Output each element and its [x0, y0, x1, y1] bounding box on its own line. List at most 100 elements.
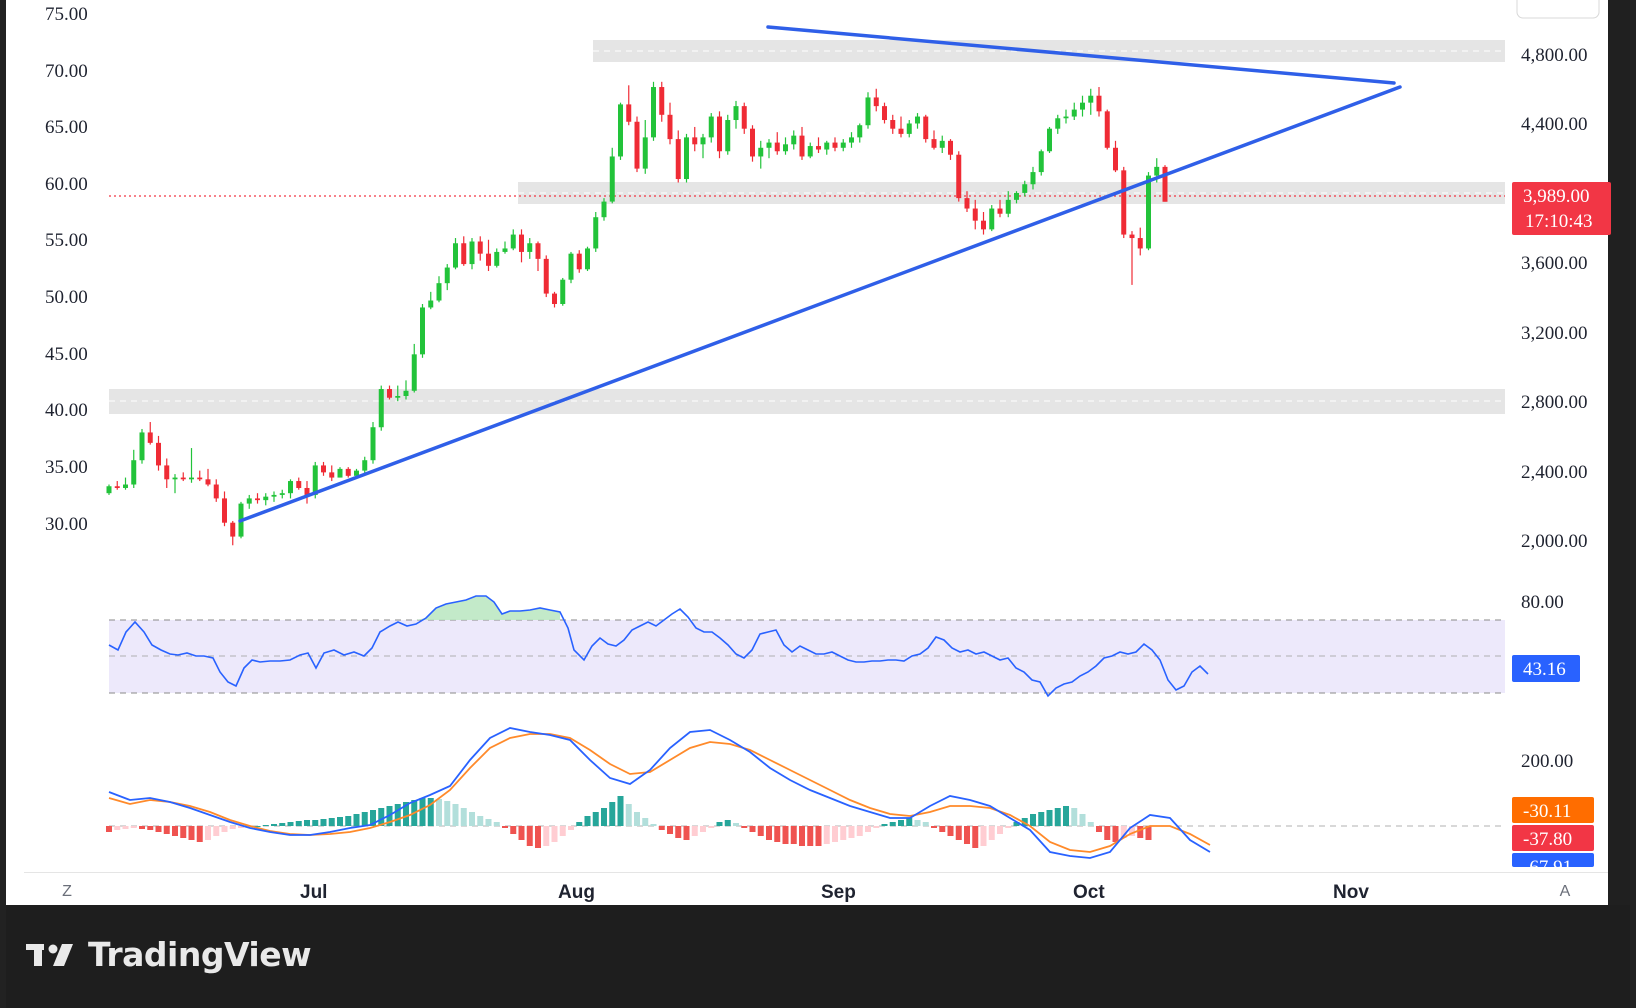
macd-hist-down [559, 826, 566, 836]
candle-up [865, 97, 871, 126]
macd-hist-down [700, 826, 706, 832]
macd-hist-down [691, 826, 698, 836]
macd-hist-down [1145, 826, 1152, 840]
macd-hist-down [832, 826, 838, 842]
candle-down [197, 477, 203, 480]
macd-hist-up [304, 820, 310, 826]
macd-hist-down [873, 826, 880, 828]
candle-up [1030, 172, 1036, 185]
candle-up [1022, 184, 1028, 193]
time-tick: Aug [558, 882, 595, 903]
left-tick: 50.00 [45, 287, 88, 308]
auto-scale-button[interactable]: A [1548, 875, 1582, 909]
candle-down [964, 198, 970, 209]
candle-up [807, 146, 813, 157]
macd-hist-down [790, 826, 797, 844]
chart-background [6, 0, 1630, 905]
macd-hist-down [667, 826, 673, 834]
candle-down [486, 253, 491, 266]
macd-hist-up [345, 816, 352, 826]
price-tag-countdown: 17:10:43 [1525, 211, 1593, 232]
macd-hist-down [551, 826, 558, 842]
candle-up [502, 248, 508, 252]
candle-up [1080, 102, 1085, 110]
candle-down [741, 106, 747, 129]
candle-down [659, 87, 665, 115]
candle-up [824, 142, 830, 150]
macd-hist-up [452, 804, 459, 826]
mid-zone [518, 182, 1505, 204]
macd-hist-down [568, 826, 574, 830]
macd-hist-down [939, 826, 946, 832]
candle-up [560, 279, 566, 304]
candle-down [543, 258, 549, 294]
macd-hist-down [749, 826, 756, 832]
candle-up [1154, 166, 1160, 176]
candle-up [189, 477, 194, 480]
candle-up [312, 465, 318, 495]
candle-up [840, 142, 846, 148]
macd-hist-down [840, 826, 847, 840]
macd-tag-macd [1512, 853, 1594, 867]
macd-hist-down [502, 826, 508, 828]
macd-hist-up [312, 820, 319, 826]
candle-up [725, 120, 731, 152]
candle-up [1063, 116, 1069, 119]
candle-up [172, 477, 178, 480]
price-tick: 3,200.00 [1521, 323, 1588, 344]
candle-up [444, 267, 450, 284]
candle-up [601, 201, 607, 218]
macd-hist-down [865, 826, 871, 832]
candle-down [345, 468, 351, 476]
macd-tag-histogram [1512, 797, 1594, 823]
left-tick: 65.00 [45, 117, 88, 138]
time-tick: Jul [300, 882, 327, 903]
macd-hist-up [1038, 812, 1045, 826]
macd-hist-down [213, 826, 220, 836]
macd-tag-signal [1512, 825, 1594, 851]
macd-hist-down [774, 826, 781, 842]
candle-down [774, 142, 780, 152]
candle-down [114, 486, 120, 488]
tradingview-logo[interactable]: TradingView [26, 935, 312, 974]
macd-hist-down [980, 826, 987, 846]
rsi-value-text: 43.16 [1523, 659, 1566, 680]
auto-scale-label: A [1559, 883, 1571, 900]
candle-up [1146, 175, 1151, 249]
macd-hist-down [955, 826, 962, 840]
macd-hist-down [139, 826, 145, 829]
macd-hist-down [172, 826, 178, 836]
candle-down [1121, 170, 1127, 235]
macd-hist-down [683, 826, 690, 840]
left-tick: 30.00 [45, 514, 88, 535]
macd-hist-down [1104, 826, 1111, 840]
left-tick: 35.00 [45, 457, 88, 478]
left-tick: 55.00 [45, 230, 88, 251]
top-right-button[interactable] [1516, 0, 1600, 19]
macd-hist-down [766, 826, 772, 840]
candle-down [304, 487, 310, 495]
tradingview-logo-text: TradingView [88, 935, 312, 974]
candle-up [684, 137, 689, 180]
price-tick: 3,600.00 [1521, 253, 1588, 274]
macd-hist-up [1030, 814, 1036, 826]
macd-hist-up [337, 817, 343, 826]
candle-down [923, 116, 929, 140]
candle-down [255, 498, 260, 501]
macd-hist-down [799, 826, 805, 846]
candle-down [477, 241, 483, 254]
trendlines[interactable] [238, 25, 1402, 523]
macd-hist-down [1129, 826, 1135, 836]
candle-down [387, 389, 392, 398]
candle-up [939, 140, 945, 148]
goto-date-button[interactable]: Z [50, 875, 84, 909]
candle-down [461, 243, 467, 265]
macd-hist-down [526, 826, 533, 846]
candle-up [362, 460, 368, 471]
candle-down [667, 114, 673, 140]
macd-hist-up [906, 818, 913, 826]
candle-up [469, 241, 475, 265]
candle-down [882, 106, 887, 121]
macd-hist-up [634, 812, 640, 826]
